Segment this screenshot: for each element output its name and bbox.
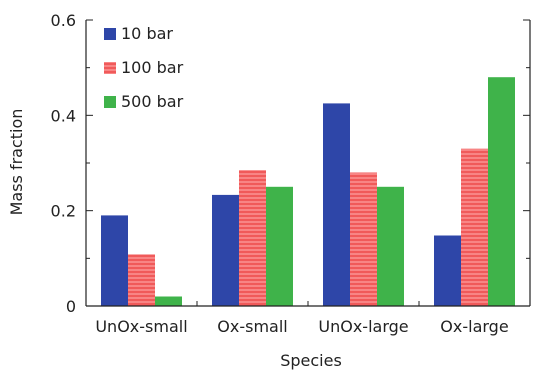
y-tick-label: 0.6	[51, 11, 76, 30]
bar-10-bar-Ox-small	[212, 194, 239, 306]
bar-500-bar-UnOx-large	[377, 186, 404, 306]
bar-500-bar-UnOx-small	[155, 296, 182, 306]
bar-500-bar-Ox-small	[266, 186, 293, 306]
y-tick-label: 0	[66, 297, 76, 316]
bar-100-bar-Ox-large	[461, 148, 488, 306]
legend-swatch	[104, 62, 116, 74]
bar-100-bar-UnOx-large	[350, 172, 377, 306]
legend-label: 500 bar	[121, 92, 184, 111]
bar-10-bar-Ox-large	[434, 235, 461, 306]
x-tick-label: UnOx-small	[95, 317, 187, 336]
legend-swatch	[104, 28, 116, 40]
bar-10-bar-UnOx-small	[101, 215, 128, 306]
y-axis-label: Mass fraction	[7, 109, 26, 216]
legend-label: 10 bar	[121, 24, 173, 43]
bar-500-bar-Ox-large	[488, 77, 515, 306]
x-tick-label: UnOx-large	[318, 317, 408, 336]
x-axis-label: Species	[280, 351, 342, 370]
x-tick-label: Ox-small	[217, 317, 287, 336]
legend-label: 100 bar	[121, 58, 184, 77]
bar-10-bar-UnOx-large	[323, 103, 350, 307]
bar-100-bar-Ox-small	[239, 170, 266, 306]
y-tick-label: 0.2	[51, 202, 76, 221]
legend-swatch	[104, 96, 116, 108]
x-tick-label: Ox-large	[440, 317, 508, 336]
y-tick-label: 0.4	[51, 106, 76, 125]
bar-100-bar-UnOx-small	[128, 254, 155, 306]
